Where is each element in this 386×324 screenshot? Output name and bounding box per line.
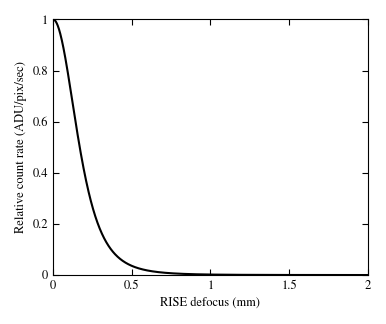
X-axis label: RISE defocus (mm): RISE defocus (mm) [161,297,261,309]
Y-axis label: Relative count rate (ADU/pix/sec): Relative count rate (ADU/pix/sec) [15,61,27,233]
